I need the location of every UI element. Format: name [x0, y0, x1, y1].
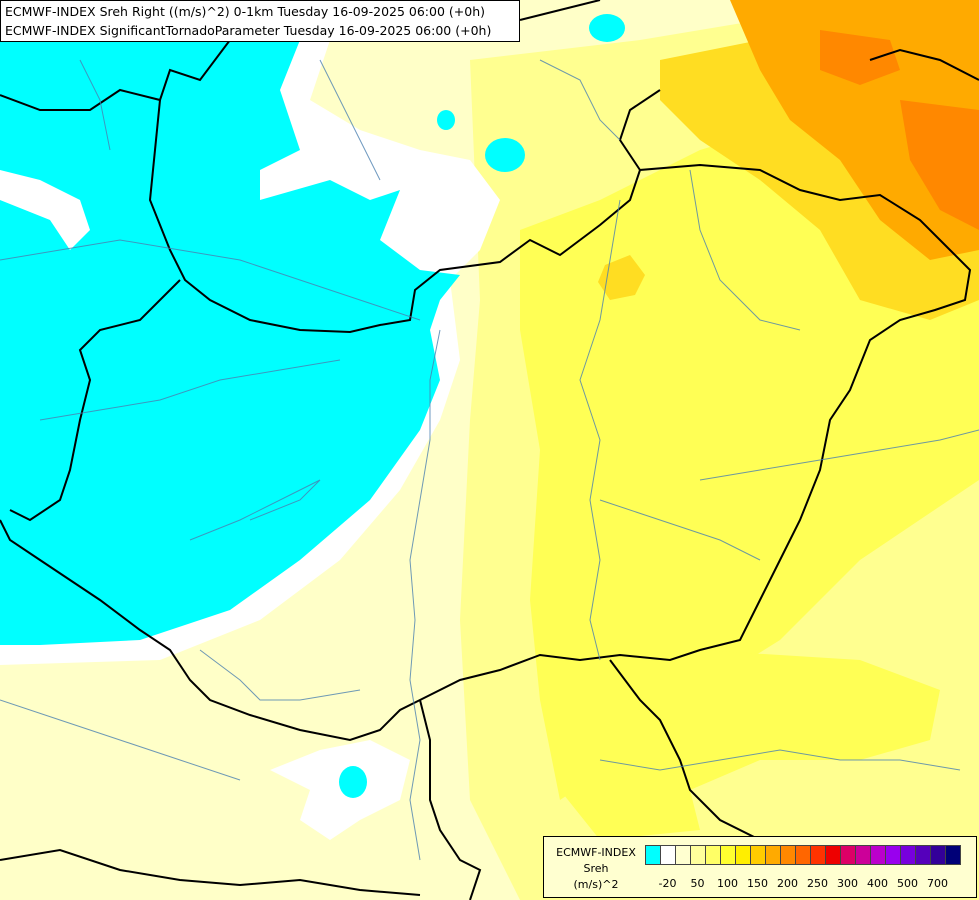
title-line-stp: ECMWF-INDEX SignificantTornadoParameter … [5, 23, 492, 38]
sreh-band-yellow-southeast [560, 650, 940, 840]
legend-title-variable: Sreh [583, 862, 609, 875]
legend-swatch [795, 845, 811, 865]
white-patch-south [270, 740, 410, 840]
color-legend: ECMWF-INDEX Sreh (m/s)^2 -20 50 100 150 200 2… [543, 836, 977, 898]
legend-tick-label: 500 [897, 877, 918, 890]
legend-swatch [900, 845, 916, 865]
legend-tick-label: -20 [658, 877, 677, 890]
legend-tick-label: 300 [837, 877, 858, 890]
legend-title-unit: (m/s)^2 [573, 878, 619, 891]
legend-tick-label: 200 [777, 877, 798, 890]
legend-swatch [645, 845, 661, 865]
legend-tick-label: 50 [690, 877, 705, 890]
legend-swatch [750, 845, 766, 865]
sreh-band-orange [730, 0, 979, 260]
sreh-patch-gold-centre [598, 255, 645, 300]
legend-title: ECMWF-INDEX Sreh (m/s)^2 [548, 845, 644, 893]
cyan-spot-south-inner [339, 766, 367, 798]
legend-title-model: ECMWF-INDEX [556, 846, 636, 859]
legend-swatch [930, 845, 946, 865]
legend-swatch [810, 845, 826, 865]
sreh-band-dark-orange-east [900, 100, 979, 230]
legend-swatch [915, 845, 931, 865]
legend-tick-label: 400 [867, 877, 888, 890]
legend-swatch [675, 845, 691, 865]
legend-tick-label: 100 [717, 877, 738, 890]
rivers [0, 59, 979, 861]
legend-swatch [825, 845, 841, 865]
legend-tick-label: 250 [807, 877, 828, 890]
cyan-spot-north [589, 14, 625, 42]
white-patch-northwest [0, 170, 90, 250]
sreh-band-cyan [0, 0, 460, 645]
legend-swatch [855, 845, 871, 865]
legend-swatch [720, 845, 736, 865]
legend-swatch [765, 845, 781, 865]
legend-swatches [645, 845, 961, 865]
map-title-box: ECMWF-INDEX Sreh Right ((m/s)^2) 0-1km T… [0, 0, 520, 42]
legend-swatch [945, 845, 961, 865]
title-line-sreh: ECMWF-INDEX Sreh Right ((m/s)^2) 0-1km T… [5, 4, 485, 19]
legend-swatch [705, 845, 721, 865]
legend-swatch [690, 845, 706, 865]
legend-swatch [660, 845, 676, 865]
legend-tick-label: 700 [927, 877, 948, 890]
legend-swatch [780, 845, 796, 865]
sreh-band-dark-orange [820, 30, 900, 85]
cyan-spot-small [437, 110, 455, 130]
legend-tick-label: 150 [747, 877, 768, 890]
legend-swatch [885, 845, 901, 865]
legend-swatch [870, 845, 886, 865]
legend-swatch [735, 845, 751, 865]
legend-swatch [840, 845, 856, 865]
cyan-spot-centre [485, 138, 525, 172]
